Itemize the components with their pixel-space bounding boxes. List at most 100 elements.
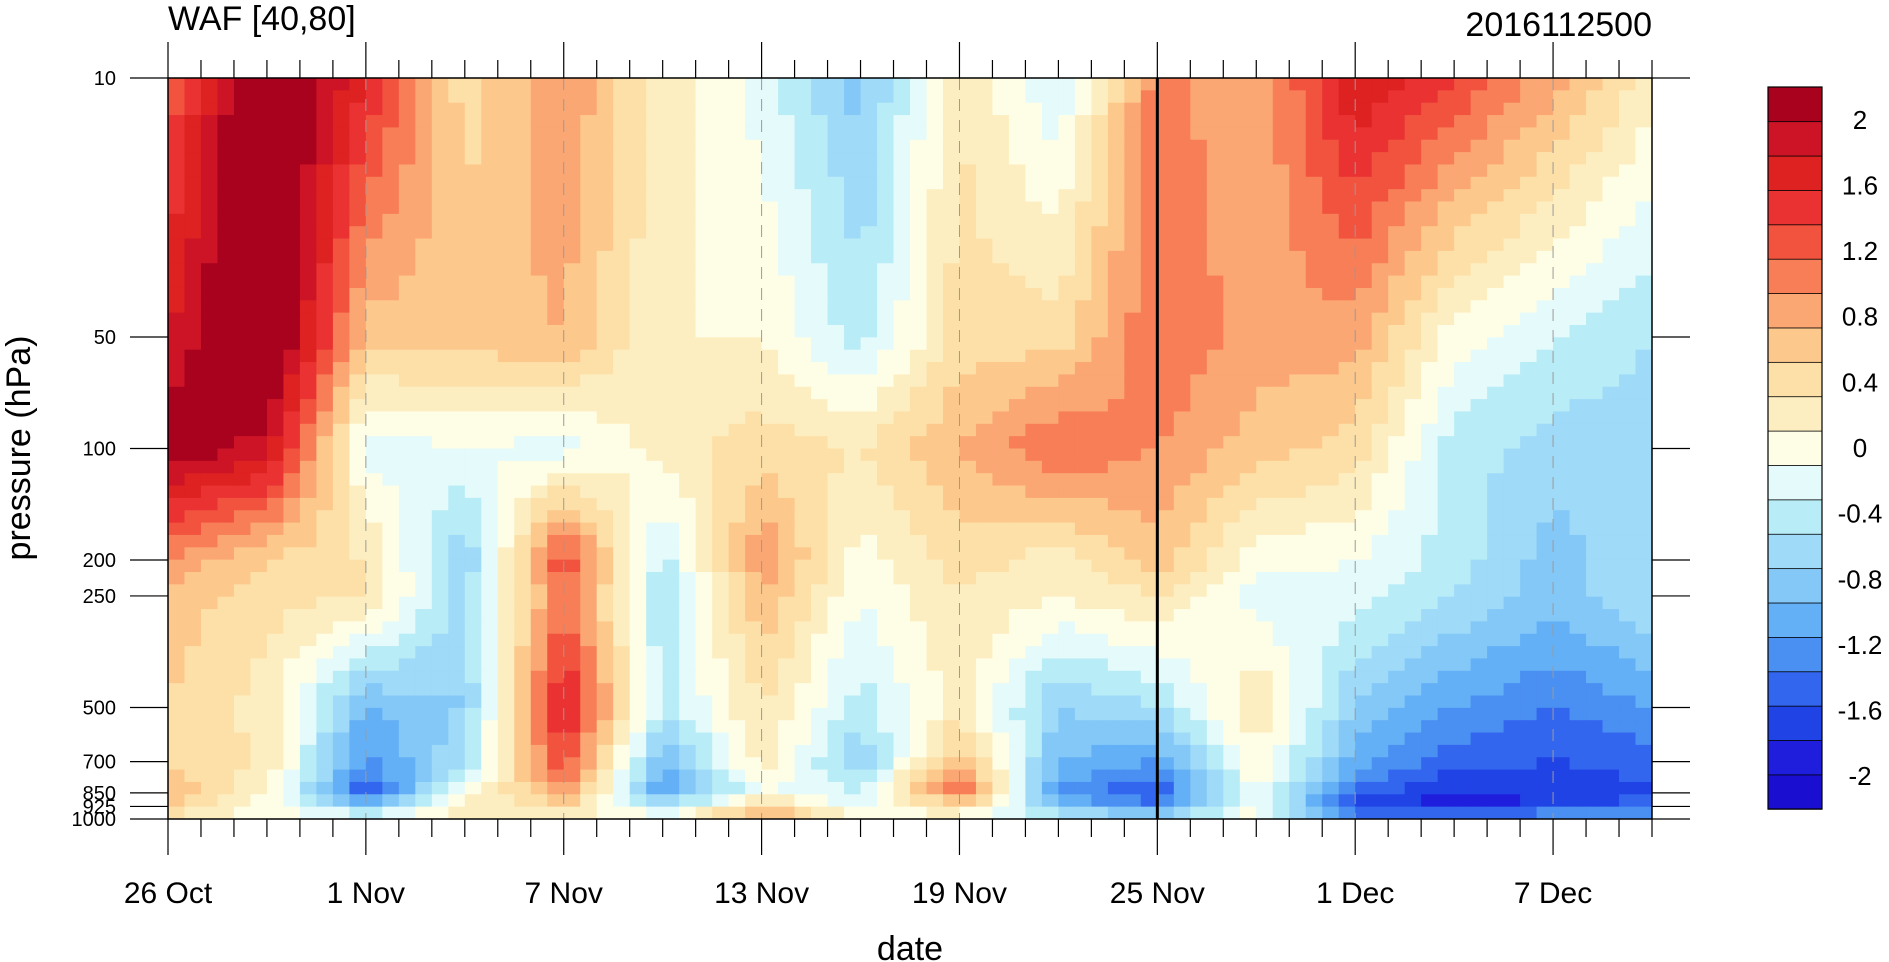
heatmap-cell: [1173, 362, 1191, 375]
heatmap-cell: [992, 534, 1010, 548]
heatmap-cell: [877, 300, 895, 314]
heatmap-cell: [1058, 115, 1076, 128]
heatmap-cell: [745, 572, 763, 585]
heatmap-cell: [464, 707, 482, 721]
heatmap-cell: [1157, 275, 1175, 289]
heatmap-cell: [877, 78, 895, 91]
heatmap-cell: [975, 460, 994, 474]
heatmap-cell: [1437, 720, 1455, 734]
heatmap-cell: [299, 695, 317, 709]
heatmap-cell: [646, 596, 664, 610]
heatmap-cell: [910, 572, 928, 585]
heatmap-cell: [975, 547, 994, 561]
heatmap-cell: [1635, 399, 1652, 413]
heatmap-cell: [448, 485, 466, 499]
heatmap-cell: [1322, 102, 1340, 116]
heatmap-cell: [613, 275, 631, 289]
heatmap-cell: [662, 325, 680, 338]
heatmap-cell: [910, 152, 928, 166]
heatmap-cell: [1421, 250, 1439, 264]
heatmap-cell: [168, 176, 186, 190]
heatmap-cell: [1602, 670, 1620, 684]
heatmap-cell: [1371, 633, 1389, 647]
heatmap-cell: [1536, 744, 1554, 758]
heatmap-cell: [365, 423, 383, 437]
heatmap-cell: [1388, 176, 1406, 190]
heatmap-cell: [349, 436, 367, 450]
heatmap-cell: [530, 201, 548, 215]
heatmap-cell: [1190, 720, 1208, 734]
heatmap-cell: [1223, 349, 1241, 363]
heatmap-cell: [975, 621, 994, 635]
heatmap-cell: [728, 275, 746, 289]
heatmap-cell: [1470, 522, 1488, 536]
heatmap-cell: [1157, 115, 1175, 128]
heatmap-cell: [299, 127, 317, 141]
heatmap-cell: [1421, 584, 1439, 598]
heatmap-cell: [1058, 436, 1076, 450]
heatmap-cell: [1520, 78, 1538, 91]
heatmap-cell: [580, 658, 598, 672]
heatmap-cell: [332, 423, 350, 437]
heatmap-cell: [975, 411, 994, 425]
heatmap-cell: [992, 658, 1010, 672]
heatmap-cell: [1107, 522, 1125, 536]
heatmap-cell: [1107, 485, 1125, 499]
heatmap-cell: [728, 115, 746, 128]
heatmap-cell: [1058, 287, 1076, 301]
heatmap-cell: [1074, 189, 1092, 203]
heatmap-cell: [926, 300, 944, 314]
heatmap-cell: [1091, 115, 1109, 128]
heatmap-cell: [695, 287, 713, 301]
heatmap-cell: [1074, 312, 1092, 326]
heatmap-cell: [1190, 460, 1208, 474]
heatmap-cell: [1569, 226, 1587, 240]
heatmap-cell: [382, 176, 400, 190]
heatmap-cell: [1404, 78, 1422, 91]
heatmap-cell: [283, 325, 301, 338]
heatmap-cell: [1091, 572, 1109, 585]
heatmap-cell: [1470, 325, 1488, 338]
heatmap-cell: [1586, 102, 1604, 116]
heatmap-cell: [1454, 386, 1472, 400]
heatmap-cell: [349, 670, 367, 684]
heatmap-cell: [1470, 695, 1488, 709]
heatmap-cell: [382, 683, 400, 697]
heatmap-cell: [299, 386, 317, 400]
heatmap-cell: [332, 102, 350, 116]
heatmap-cell: [266, 757, 285, 771]
heatmap-cell: [332, 436, 350, 450]
heatmap-cell: [563, 473, 581, 487]
heatmap-cell: [349, 609, 367, 622]
heatmap-cell: [431, 115, 449, 128]
heatmap-cell: [646, 115, 664, 128]
heatmap-cell: [1470, 584, 1488, 598]
heatmap-cell: [448, 189, 466, 203]
heatmap-cell: [613, 300, 631, 314]
heatmap-cell: [1602, 460, 1620, 474]
heatmap-cell: [1206, 596, 1224, 610]
heatmap-cell: [1338, 609, 1356, 622]
heatmap-cell: [1107, 423, 1125, 437]
heatmap-cell: [794, 596, 812, 610]
heatmap-cell: [629, 238, 647, 252]
heatmap-cell: [580, 732, 598, 746]
heatmap-cell: [1305, 263, 1323, 277]
heatmap-cell: [959, 510, 977, 524]
heatmap-cell: [365, 707, 383, 721]
heatmap-cell: [1355, 670, 1373, 684]
heatmap-cell: [1289, 115, 1307, 128]
heatmap-cell: [299, 152, 317, 166]
heatmap-cell: [761, 386, 779, 400]
heatmap-cell: [761, 250, 779, 264]
heatmap-cell: [1124, 362, 1142, 375]
heatmap-cell: [1404, 707, 1422, 721]
heatmap-cell: [382, 90, 400, 104]
heatmap-cell: [1173, 102, 1191, 116]
heatmap-cell: [168, 485, 186, 499]
heatmap-cell: [1487, 287, 1505, 301]
heatmap-cell: [1470, 115, 1488, 128]
heatmap-cell: [349, 633, 367, 647]
heatmap-cell: [1173, 646, 1191, 660]
heatmap-cell: [1223, 473, 1241, 487]
